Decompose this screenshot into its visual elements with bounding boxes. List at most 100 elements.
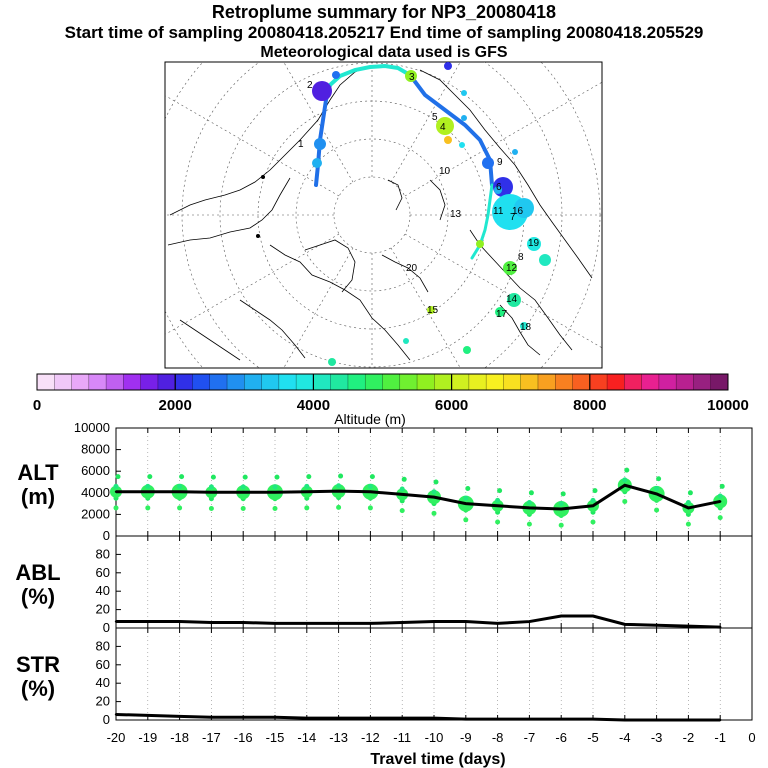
alt-spread-marker: [717, 515, 723, 521]
colorbar-tick-labels: 0 2000 4000 6000 8000 10000: [33, 397, 749, 414]
data-point: [591, 614, 595, 618]
alt-spread-marker: [558, 501, 564, 507]
alt-spread-marker: [145, 483, 151, 489]
colorbar-cell: [71, 374, 90, 390]
alt-spread-marker: [590, 497, 596, 503]
colorbar-cell: [106, 374, 124, 390]
map-marker-19: [495, 307, 505, 317]
data-point: [401, 621, 404, 624]
colorbar-cell: [486, 374, 504, 390]
alt-spread-marker: [560, 491, 566, 497]
alt-spread-marker: [179, 474, 185, 480]
colorbar-tick-2000: 2000: [159, 397, 192, 414]
data-point: [337, 716, 340, 720]
data-point: [210, 621, 213, 624]
alt-spread-marker: [304, 505, 310, 511]
colorbar-cell: [37, 374, 55, 390]
data-point: [146, 714, 149, 717]
panel-frame: [115, 627, 753, 721]
colorbar-cell: [537, 374, 556, 390]
colorbar-cell: [624, 374, 643, 390]
data-point: [464, 620, 467, 623]
y-tick-label-20: 20: [96, 694, 110, 709]
alt-spread-marker: [177, 505, 183, 511]
panel-abl: 0 20 40 60 80 ABL(%): [15, 535, 753, 635]
y-tick-label-0: 0: [103, 528, 110, 543]
data-point: [178, 490, 181, 493]
alt-spread-marker: [208, 484, 214, 490]
map-marker-21: [494, 186, 502, 194]
alt-spread-marker: [624, 467, 630, 473]
alt-spread-marker: [336, 483, 342, 489]
map-marker-1: [312, 81, 332, 101]
map-marker-23: [461, 115, 467, 121]
alt-spread-marker: [590, 519, 596, 525]
y-tick-label-60: 60: [96, 657, 110, 672]
data-point: [464, 502, 467, 505]
x-tick-label: 0: [748, 730, 755, 745]
series-line-alt: [116, 483, 721, 511]
colorbar-cell: [278, 374, 297, 390]
chart-title: Retroplume summary for NP3_20080418: [211, 2, 557, 22]
alt-spread-marker: [431, 510, 437, 516]
data-point: [719, 500, 722, 503]
y-tick-label-4000: 4000: [81, 485, 110, 500]
alt-spread-marker: [687, 490, 693, 496]
alt-spread-marker: [367, 483, 373, 489]
alt-spread-marker: [208, 505, 214, 511]
data-point: [146, 620, 149, 623]
colorbar-tick-4000: 4000: [297, 397, 330, 414]
data-point: [114, 620, 118, 623]
day-number-8: 8: [518, 252, 524, 263]
map-marker-11: [482, 157, 494, 169]
day-number-15: 15: [427, 305, 439, 316]
data-point: [560, 614, 563, 618]
panel-ylabel-unit: (m): [21, 484, 55, 509]
y-tick-label-6000: 6000: [81, 463, 110, 478]
colorbar-frame: [36, 373, 729, 391]
y-tick-label-80: 80: [96, 638, 110, 653]
alt-spread-marker: [242, 474, 248, 480]
x-tick-label: -18: [170, 730, 189, 745]
series-line-str: [115, 712, 721, 722]
alt-spread-marker: [145, 505, 151, 511]
alt-spread-marker: [719, 483, 725, 489]
x-tick-label: -16: [234, 730, 253, 745]
data-point: [687, 506, 690, 510]
data-point: [496, 622, 499, 625]
colorbar-cell: [520, 374, 539, 390]
alt-spread-marker: [240, 484, 246, 490]
colorbar-cell: [503, 374, 522, 390]
colorbar-cell: [382, 374, 401, 390]
colorbar-cell: [209, 374, 228, 390]
data-point: [496, 717, 499, 721]
data-point: [114, 713, 118, 716]
colorbar-cell: [140, 374, 159, 390]
colorbar-cell: [261, 374, 280, 390]
alt-spread-marker: [147, 474, 153, 480]
alt-spread-marker: [497, 488, 503, 494]
colorbar-tick-8000: 8000: [573, 397, 606, 414]
colorbar-tick-10000: 10000: [707, 397, 749, 414]
alt-spread-marker: [272, 484, 278, 490]
colorbar-cell: [365, 374, 383, 390]
y-tick-label-60: 60: [96, 565, 110, 580]
data-point: [623, 484, 626, 487]
colorbar-cell: [313, 374, 332, 390]
alt-spread-marker: [113, 483, 119, 489]
day-number-18: 18: [520, 322, 532, 333]
data-point: [655, 718, 658, 722]
panel-alt: 0 2000 4000 6000 8000 10000 ALT(m): [17, 420, 753, 543]
y-tick-label-40: 40: [96, 675, 110, 690]
data-point: [496, 504, 499, 507]
day-number-1: 1: [298, 139, 304, 150]
map-marker-14: [514, 198, 534, 218]
data-point: [655, 624, 658, 627]
day-number-17: 17: [496, 309, 508, 320]
map-marker-5: [405, 70, 417, 82]
alt-spread-marker: [304, 483, 310, 489]
alt-spread-marker: [685, 521, 691, 527]
data-point: [560, 507, 563, 511]
data-point: [369, 716, 372, 720]
